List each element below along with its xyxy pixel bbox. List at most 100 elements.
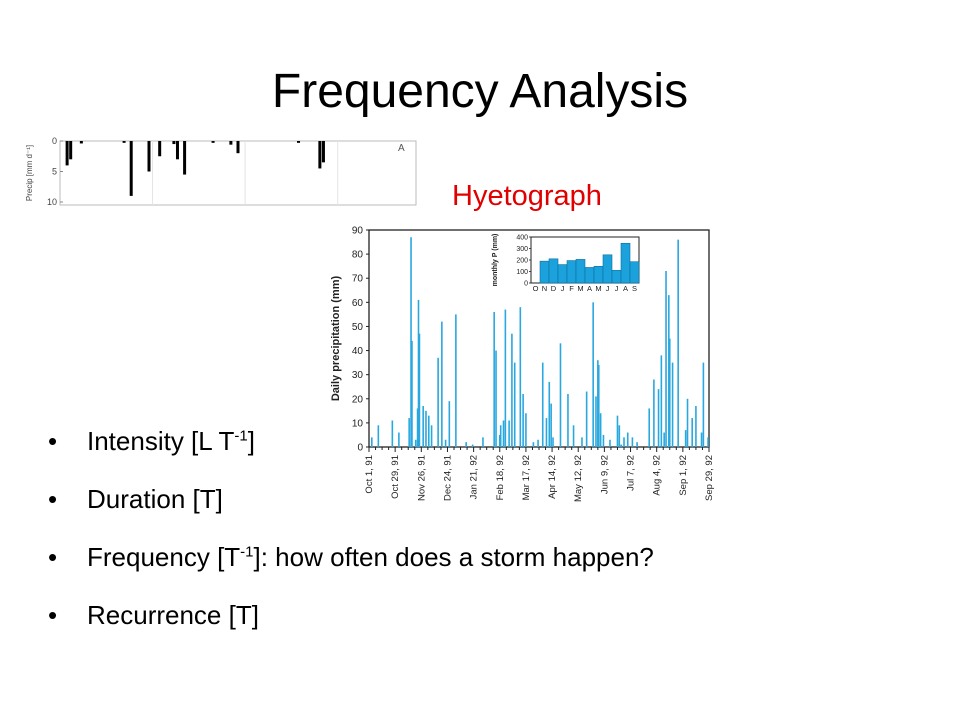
daily-bar-46 xyxy=(585,391,588,447)
inset-y-tick-label-4: 400 xyxy=(516,235,528,242)
mini-bar-14 xyxy=(318,141,322,169)
daily-bar-43 xyxy=(567,393,569,447)
mini-bar-8 xyxy=(175,141,179,160)
main-y-tick-label-3: 30 xyxy=(352,370,364,381)
main-x-tick-label-6: Mar 17, 92 xyxy=(521,455,532,500)
main-x-tick-label-7: Apr 14, 92 xyxy=(547,455,558,499)
inset-x-label-0: O xyxy=(533,284,539,293)
inset-bar-7 xyxy=(593,266,604,284)
daily-bar-49 xyxy=(597,360,599,447)
daily-bar-67 xyxy=(668,295,670,447)
mini-bar-0 xyxy=(65,141,69,166)
main-x-tick-label-12: Sep 1, 92 xyxy=(678,455,689,496)
daily-bar-31 xyxy=(513,362,516,447)
daily-bar-24 xyxy=(495,350,497,447)
page-title: Frequency Analysis xyxy=(271,65,689,118)
mini-bar-2 xyxy=(79,141,83,144)
bullet-duration: Duration [T] xyxy=(48,483,654,515)
main-y-tick-label-9: 90 xyxy=(352,226,364,237)
bullet-frequency: Frequency [T-1]: how often does a storm … xyxy=(48,541,654,573)
mini-y-tick-label-2: 10 xyxy=(47,197,57,207)
daily-bar-28 xyxy=(504,309,507,447)
inset-bar-2 xyxy=(548,258,559,284)
inset-x-label-6: A xyxy=(587,284,592,293)
daily-bar-48 xyxy=(595,396,597,447)
daily-bar-33 xyxy=(522,393,524,447)
daily-bar-66 xyxy=(665,270,667,447)
mini-y-tick-label-1: 5 xyxy=(52,167,57,177)
main-x-tick-label-0: Oct 1, 91 xyxy=(364,455,375,494)
inset-bar-6 xyxy=(584,267,595,284)
daily-bar-64 xyxy=(660,355,663,447)
daily-bar-9 xyxy=(417,299,420,447)
daily-bar-76 xyxy=(702,362,705,447)
inset-bar-1 xyxy=(539,260,550,284)
daily-bar-5 xyxy=(410,237,412,447)
daily-bar-6 xyxy=(411,340,413,447)
inset-y-tick-label-2: 200 xyxy=(516,258,528,265)
daily-bar-37 xyxy=(541,362,544,447)
daily-bar-77 xyxy=(707,437,709,447)
daily-bar-15 xyxy=(437,357,439,447)
mini-hyetograph-chart: 0 5 10 Precip [mm d⁻¹] A xyxy=(25,136,417,207)
mini-bar-6 xyxy=(158,141,162,157)
daily-bar-70 xyxy=(677,239,679,447)
inset-bar-10 xyxy=(620,243,631,284)
daily-bar-47 xyxy=(592,302,594,447)
daily-precipitation-chart: 0 10 20 30 40 50 60 70 80 90 Daily precipitation (… xyxy=(330,226,715,503)
inset-x-label-4: F xyxy=(569,284,574,293)
inset-x-label-1: N xyxy=(542,284,547,293)
main-y-tick-label-7: 70 xyxy=(352,274,364,285)
daily-bar-75 xyxy=(700,432,703,447)
main-x-tick-label-5: Feb 18, 92 xyxy=(495,455,506,500)
daily-bar-16 xyxy=(441,321,443,447)
inset-y-tick-label-0: 0 xyxy=(524,281,528,288)
daily-bar-62 xyxy=(653,379,655,447)
mini-bar-11 xyxy=(229,141,233,145)
main-x-tick-label-4: Jan 21, 92 xyxy=(469,455,480,499)
inset-bar-5 xyxy=(575,259,586,284)
inset-y-tick-label-1: 100 xyxy=(516,269,528,276)
inset-bar-11 xyxy=(629,261,640,284)
inset-x-label-3: J xyxy=(561,284,565,293)
daily-bar-19 xyxy=(455,314,457,447)
inset-x-label-8: J xyxy=(606,284,610,293)
main-y-tick-label-5: 50 xyxy=(352,322,364,333)
bullet-intensity: Intensity [L T-1] xyxy=(48,425,654,457)
daily-bar-42 xyxy=(559,343,562,447)
main-y-tick-label-6: 60 xyxy=(352,298,364,309)
bullet-list: Intensity [L T-1] Duration [T] Frequency… xyxy=(48,425,654,657)
mini-bar-12 xyxy=(236,141,240,154)
daily-bar-63 xyxy=(657,389,660,447)
inset-x-label-5: M xyxy=(577,284,583,293)
main-y-tick-label-4: 40 xyxy=(352,346,364,357)
mini-y-axis-label: Precip [mm d⁻¹] xyxy=(25,145,34,201)
mini-y-tick-label-0: 0 xyxy=(52,136,57,146)
mini-bar-5 xyxy=(147,141,151,172)
daily-bar-72 xyxy=(686,398,689,447)
daily-bar-32 xyxy=(519,307,522,447)
daily-bar-69 xyxy=(671,362,674,447)
mini-bar-3 xyxy=(122,141,126,143)
main-x-tick-label-10: Jul 7, 92 xyxy=(626,455,637,491)
inset-x-label-11: S xyxy=(632,284,637,293)
inset-x-label-10: A xyxy=(623,284,628,293)
daily-bar-71 xyxy=(684,430,687,447)
main-y-axis-label: Daily precipitation (mm) xyxy=(330,276,342,402)
main-x-tick-label-8: May 12, 92 xyxy=(573,455,584,502)
main-y-tick-label-2: 20 xyxy=(352,394,364,405)
daily-bar-39 xyxy=(548,381,551,447)
daily-bar-74 xyxy=(695,406,697,447)
mini-bar-10 xyxy=(211,141,215,143)
inset-bar-8 xyxy=(602,254,613,284)
main-x-tick-label-11: Aug 4, 92 xyxy=(652,455,663,496)
inset-x-label-7: M xyxy=(595,284,601,293)
mini-bar-1 xyxy=(69,141,73,160)
main-x-tick-label-2: Nov 26, 91 xyxy=(416,455,427,501)
main-x-tick-label-1: Oct 29, 91 xyxy=(390,455,401,499)
main-y-tick-label-8: 80 xyxy=(352,250,364,261)
main-x-tick-label-13: Sep 29, 92 xyxy=(704,455,715,501)
daily-bar-23 xyxy=(493,311,495,447)
daily-bar-30 xyxy=(511,333,513,447)
main-x-tick-label-3: Dec 24, 91 xyxy=(442,455,453,501)
